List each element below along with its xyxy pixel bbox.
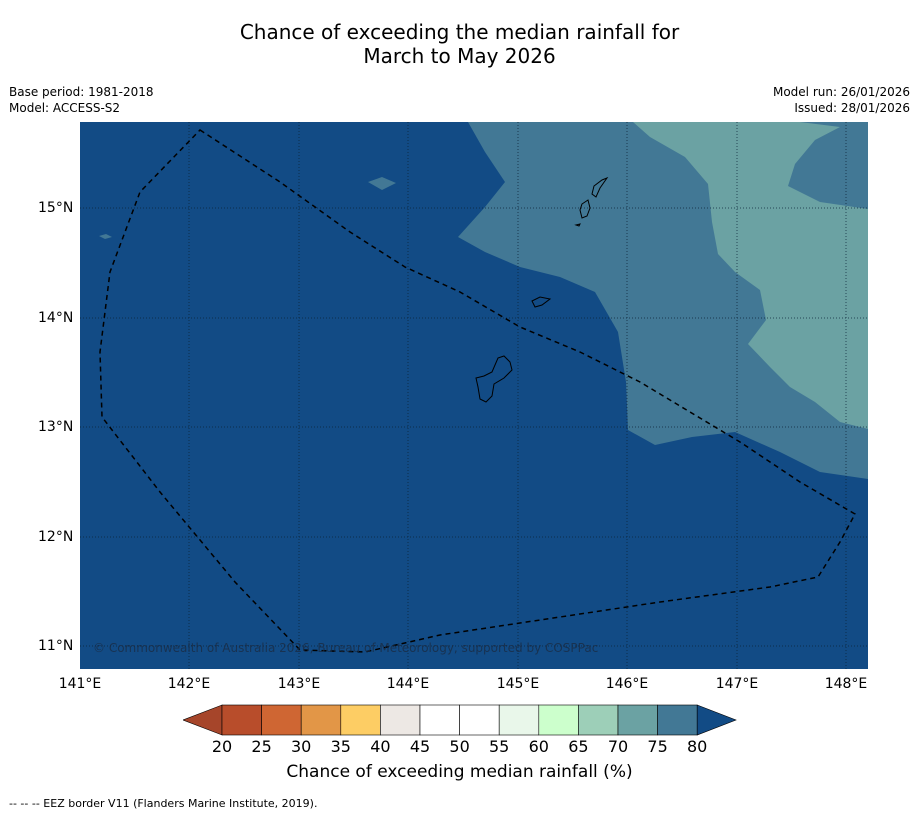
lat-label-15: 15°N <box>38 200 74 216</box>
lon-label-145: 145°E <box>496 676 540 692</box>
colorbar-tick-25: 25 <box>251 737 272 756</box>
band-80-island-ne <box>788 122 868 209</box>
title-line-2: March to May 2026 <box>363 44 556 68</box>
eez-footnote: -- -- -- EEZ border V11 (Flanders Marine… <box>9 797 318 810</box>
colorbar-cell-25-30 <box>261 704 302 736</box>
colorbar-cell-40-45 <box>380 704 421 736</box>
colorbar-low-arrow <box>183 704 223 736</box>
colorbar-tick-45: 45 <box>409 737 431 756</box>
colorbar-tick-60: 60 <box>528 737 549 756</box>
colorbar-cell-20-25 <box>221 704 262 736</box>
islands <box>475 176 609 403</box>
lat-label-12: 12°N <box>38 529 74 545</box>
rainfall-map <box>80 122 868 669</box>
colorbar-cell-35-40 <box>340 704 381 736</box>
colorbar-tick-20: 20 <box>211 737 233 756</box>
colorbar <box>183 704 737 736</box>
colorbar-tick-75: 75 <box>647 737 668 756</box>
colorbar-tick-30: 30 <box>291 737 312 756</box>
colorbar-cell-60-65 <box>538 704 579 736</box>
colorbar-high-arrow <box>696 704 737 736</box>
map-title: Chance of exceeding the median rainfall … <box>0 20 919 68</box>
lon-label-147: 147°E <box>715 676 759 692</box>
meta-right: Model run: 26/01/2026 Issued: 28/01/2026 <box>773 84 910 116</box>
colorbar-cell-45-50 <box>419 704 460 736</box>
colorbar-tick-50: 50 <box>449 737 470 756</box>
lon-label-142: 142°E <box>167 676 211 692</box>
copyright-text: © Commonwealth of Australia 2026, Bureau… <box>93 641 599 655</box>
colorbar-tick-40: 40 <box>370 737 391 756</box>
model-run-text: Model run: 26/01/2026 <box>772 85 910 99</box>
colorbar-cell-70-75 <box>617 704 658 736</box>
colorbar-tick-80: 80 <box>687 737 708 756</box>
lat-label-11: 11°N <box>38 638 74 654</box>
colorbar-tick-70: 70 <box>607 737 629 756</box>
lon-label-141: 141°E <box>58 676 102 692</box>
band-70-75 <box>633 122 868 429</box>
island-saipan <box>591 176 609 198</box>
colorbar-label: Chance of exceeding median rainfall (%) <box>286 762 633 782</box>
colorbar-tick-35: 35 <box>330 737 351 756</box>
lat-label-13: 13°N <box>38 419 74 435</box>
colorbar-cell-65-70 <box>578 704 619 736</box>
eez-border <box>99 129 857 653</box>
model-text: Model: ACCESS-S2 <box>9 101 121 115</box>
lon-label-146: 146°E <box>605 676 649 692</box>
island-aguijan <box>574 223 581 227</box>
lat-label-14: 14°N <box>38 310 74 326</box>
small-patch-north <box>368 177 396 190</box>
colorbar-cell-75-80 <box>657 704 698 736</box>
island-guam <box>475 355 513 403</box>
meta-left: Base period: 1981-2018 Model: ACCESS-S2 <box>9 84 154 116</box>
title-line-1: Chance of exceeding the median rainfall … <box>239 20 680 44</box>
base-period-text: Base period: 1981-2018 <box>9 85 154 99</box>
issued-text: Issued: 28/01/2026 <box>794 101 910 115</box>
colorbar-tick-55: 55 <box>489 737 510 756</box>
colorbar-cell-50-55 <box>459 704 500 736</box>
lon-label-148: 148°E <box>824 676 868 692</box>
island-tinian <box>579 199 591 219</box>
colorbar-cell-55-60 <box>498 704 540 736</box>
lon-label-144: 144°E <box>386 676 430 692</box>
grid-lines <box>80 122 868 669</box>
small-patch-west <box>99 234 112 239</box>
lon-label-143: 143°E <box>277 676 321 692</box>
colorbar-tick-65: 65 <box>568 737 589 756</box>
island-rota <box>531 296 552 308</box>
colorbar-cell-30-35 <box>300 704 342 736</box>
